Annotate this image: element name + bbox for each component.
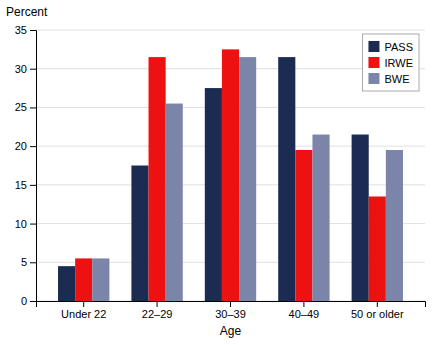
tick: 30–39 bbox=[215, 301, 246, 320]
bar bbox=[75, 258, 92, 301]
bar bbox=[166, 104, 183, 301]
bar bbox=[92, 258, 109, 301]
bar bbox=[352, 135, 369, 301]
series bbox=[75, 49, 386, 301]
bars bbox=[58, 49, 403, 301]
tick-mark bbox=[30, 107, 36, 108]
tick-label: 50 or older bbox=[351, 308, 404, 320]
tick-mark bbox=[230, 301, 231, 307]
tick: 40–49 bbox=[289, 301, 320, 320]
tick: 22–29 bbox=[142, 301, 173, 320]
tick-label: 22–29 bbox=[142, 308, 173, 320]
tick-label: 40–49 bbox=[289, 308, 320, 320]
tick: 15 bbox=[15, 179, 36, 191]
tick-mark bbox=[30, 262, 36, 263]
tick-mark bbox=[30, 224, 36, 225]
axis-line bbox=[30, 31, 37, 302]
legend-swatch bbox=[368, 41, 379, 52]
bar bbox=[386, 150, 403, 301]
tick: 0 bbox=[21, 295, 36, 307]
tick: 25 bbox=[15, 101, 36, 113]
legend-label: PASS bbox=[384, 41, 413, 53]
tick-label: 30–39 bbox=[215, 308, 246, 320]
tick-label: 25 bbox=[15, 101, 27, 113]
series bbox=[58, 57, 369, 301]
tick-label: 30 bbox=[15, 63, 27, 75]
tick-mark bbox=[83, 301, 84, 307]
bar bbox=[312, 135, 329, 301]
bar bbox=[278, 57, 295, 301]
legend-item: IRWE bbox=[368, 57, 413, 69]
tick-label: 15 bbox=[15, 179, 27, 191]
tick-mark bbox=[377, 301, 378, 307]
bar bbox=[205, 88, 222, 301]
tick: 5 bbox=[21, 256, 36, 268]
tick: 50 or older bbox=[351, 301, 404, 320]
tick-mark bbox=[30, 146, 36, 147]
tick-label: 0 bbox=[21, 295, 27, 307]
tick-mark bbox=[30, 30, 36, 31]
bar bbox=[369, 196, 386, 301]
y-axis: 0 5 10 15 20 25 30 35 bbox=[15, 24, 37, 307]
tick-mark bbox=[30, 301, 36, 302]
tick-label: 35 bbox=[15, 24, 27, 36]
tick-mark bbox=[157, 301, 158, 307]
legend-swatch bbox=[368, 57, 379, 68]
legend-swatch bbox=[368, 73, 379, 84]
chart: Under 22 22–29 30–39 40–49 50 or older 0 5 10 15… bbox=[0, 0, 437, 345]
tick: 20 bbox=[15, 140, 36, 152]
tick: 30 bbox=[15, 63, 36, 75]
bar bbox=[58, 266, 75, 301]
tick: Under 22 bbox=[61, 301, 106, 320]
legend-label: IRWE bbox=[384, 57, 413, 69]
axis-line bbox=[37, 302, 426, 308]
tick-mark bbox=[30, 69, 36, 70]
bar bbox=[222, 49, 239, 301]
legend-box bbox=[362, 34, 419, 91]
y-label: Percent bbox=[6, 5, 48, 19]
bar bbox=[149, 57, 166, 301]
tick-label: 20 bbox=[15, 140, 27, 152]
tick-label: 10 bbox=[15, 218, 27, 230]
tick-label: 5 bbox=[21, 256, 27, 268]
grid bbox=[36, 30, 425, 301]
tick: 35 bbox=[15, 24, 36, 36]
tick: 10 bbox=[15, 218, 36, 230]
tick-mark bbox=[303, 301, 304, 307]
grid-line bbox=[36, 30, 425, 31]
legend: PASS IRWE BWE bbox=[362, 34, 419, 91]
series bbox=[92, 57, 403, 301]
plot: Under 22 22–29 30–39 40–49 50 or older 0 5 10 15… bbox=[15, 24, 426, 320]
bar bbox=[239, 57, 256, 301]
x-axis: Under 22 22–29 30–39 40–49 50 or older bbox=[37, 301, 426, 320]
tick-mark bbox=[30, 185, 36, 186]
legend-item: PASS bbox=[368, 41, 413, 53]
tick-label: Under 22 bbox=[61, 308, 106, 320]
bar bbox=[295, 150, 312, 301]
x-label: Age bbox=[220, 324, 242, 338]
bar bbox=[131, 166, 148, 302]
legend-item: BWE bbox=[368, 73, 409, 85]
legend-label: BWE bbox=[384, 73, 409, 85]
